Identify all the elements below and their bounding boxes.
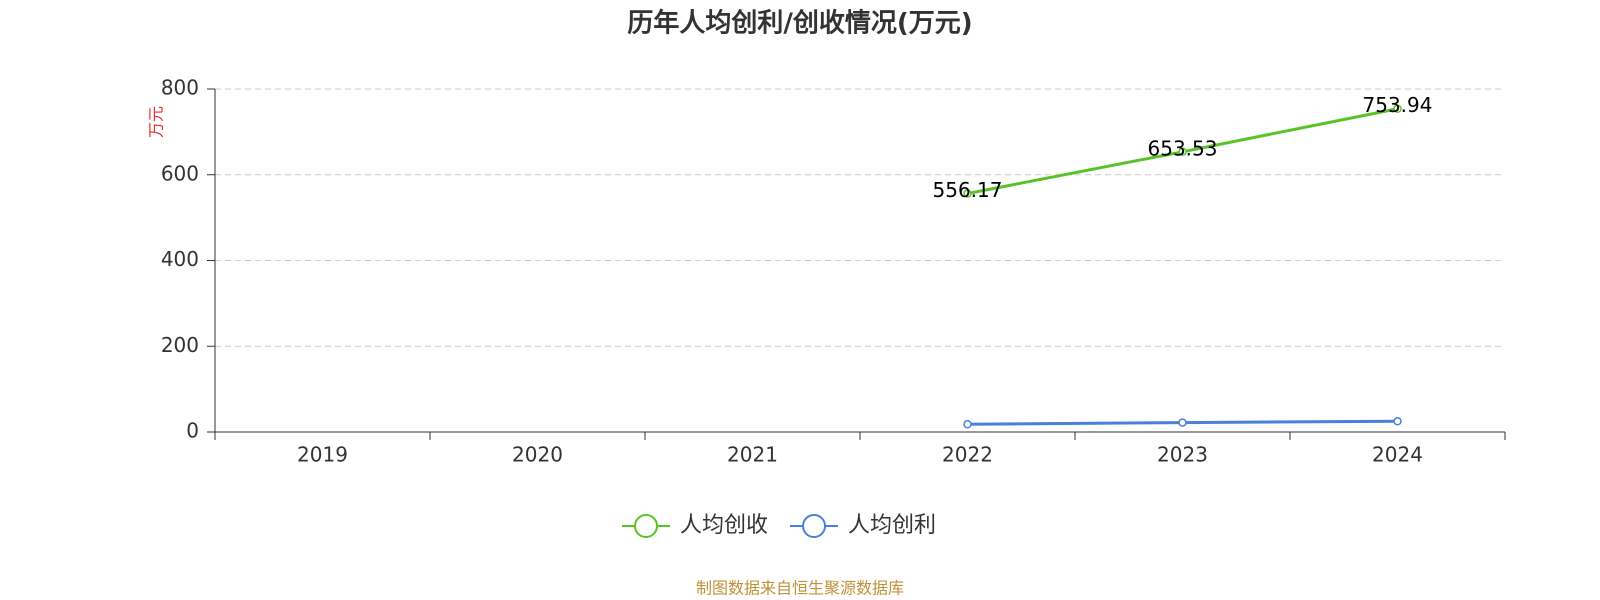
y-tick-label: 0: [186, 419, 199, 443]
y-tick-label: 200: [161, 333, 199, 357]
data-point: [1393, 104, 1402, 113]
data-label: 653.53: [1148, 136, 1218, 160]
x-tick-label: 2020: [512, 443, 563, 467]
x-tick-label: 2021: [727, 443, 778, 467]
x-tick-label: 2023: [1157, 443, 1208, 467]
legend-symbol: [634, 514, 658, 538]
legend-symbol: [802, 514, 827, 538]
legend-label: 人均创利: [848, 513, 936, 538]
data-label: 753.94: [1363, 93, 1433, 117]
x-tick-label: 2019: [297, 443, 348, 467]
legend-label: 人均创收: [680, 513, 768, 538]
data-point: [1178, 147, 1187, 157]
data-point: [963, 420, 972, 429]
x-tick-label: 2024: [1372, 443, 1423, 467]
y-tick-label: 400: [161, 247, 199, 271]
y-axis-title: 万元: [147, 106, 166, 138]
x-tick-label: 2022: [942, 443, 993, 467]
data-point: [963, 189, 972, 198]
y-tick-label: 600: [161, 161, 199, 185]
data-point: [1178, 418, 1187, 427]
y-tick-label: 800: [161, 76, 199, 100]
data-point: [1393, 417, 1402, 426]
data-label: 556.17: [933, 178, 1003, 202]
chart-title: 历年人均创利/创收情况(万元): [627, 8, 972, 39]
source-note: 制图数据来自恒生聚源数据库: [696, 579, 904, 598]
